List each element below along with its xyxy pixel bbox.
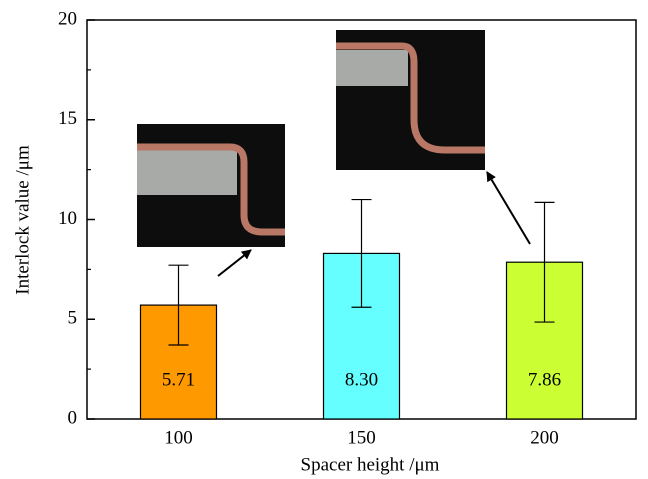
data-label: 8.30 (345, 369, 378, 390)
data-label: 7.86 (528, 369, 561, 390)
data-label: 5.71 (162, 369, 195, 390)
y-tick-label: 20 (58, 8, 77, 29)
x-tick-label: 100 (164, 427, 193, 448)
x-tick-label: 150 (347, 427, 376, 448)
inset-image (336, 30, 485, 170)
x-axis-label: Spacer height /μm (301, 454, 440, 475)
y-axis-label: Interlock value /μm (12, 145, 33, 295)
inset-image (137, 124, 285, 247)
x-tick-label: 200 (530, 427, 559, 448)
arrow (487, 172, 530, 244)
arrow (218, 250, 251, 276)
chart: Spacer height /μm Interlock value /μm 0 5… (0, 0, 648, 479)
y-tick-label: 5 (68, 308, 78, 329)
y-tick-label: 10 (58, 208, 77, 229)
y-tick-label: 15 (58, 108, 77, 129)
y-tick-label: 0 (68, 407, 78, 428)
